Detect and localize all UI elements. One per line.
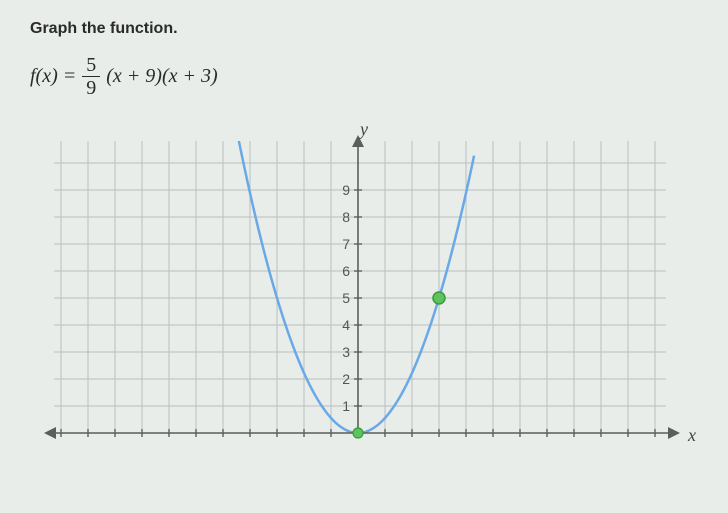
y-axis-label: y bbox=[360, 119, 368, 140]
fraction-denominator: 9 bbox=[82, 77, 100, 99]
svg-text:9: 9 bbox=[342, 182, 350, 198]
svg-text:3: 3 bbox=[342, 344, 350, 360]
svg-text:1: 1 bbox=[342, 398, 350, 414]
x-axis-label: x bbox=[688, 425, 696, 446]
prompt-text: Graph the function. bbox=[30, 20, 698, 38]
equation: f(x) = 5 9 (x + 9)(x + 3) bbox=[30, 54, 698, 99]
equation-rhs: (x + 9)(x + 3) bbox=[106, 65, 217, 88]
svg-text:5: 5 bbox=[342, 290, 350, 306]
fraction-numerator: 5 bbox=[82, 54, 100, 77]
svg-text:4: 4 bbox=[342, 317, 350, 333]
svg-text:8: 8 bbox=[342, 209, 350, 225]
svg-text:7: 7 bbox=[342, 236, 350, 252]
graph-container: y x 123456789 bbox=[34, 123, 694, 463]
svg-text:2: 2 bbox=[342, 371, 350, 387]
graph-svg: 1 2 3 4 5 6 7 8 9 bbox=[34, 123, 694, 463]
equation-fraction: 5 9 bbox=[82, 54, 100, 99]
equation-lhs: f(x) = bbox=[30, 65, 76, 88]
svg-text:6: 6 bbox=[342, 263, 350, 279]
